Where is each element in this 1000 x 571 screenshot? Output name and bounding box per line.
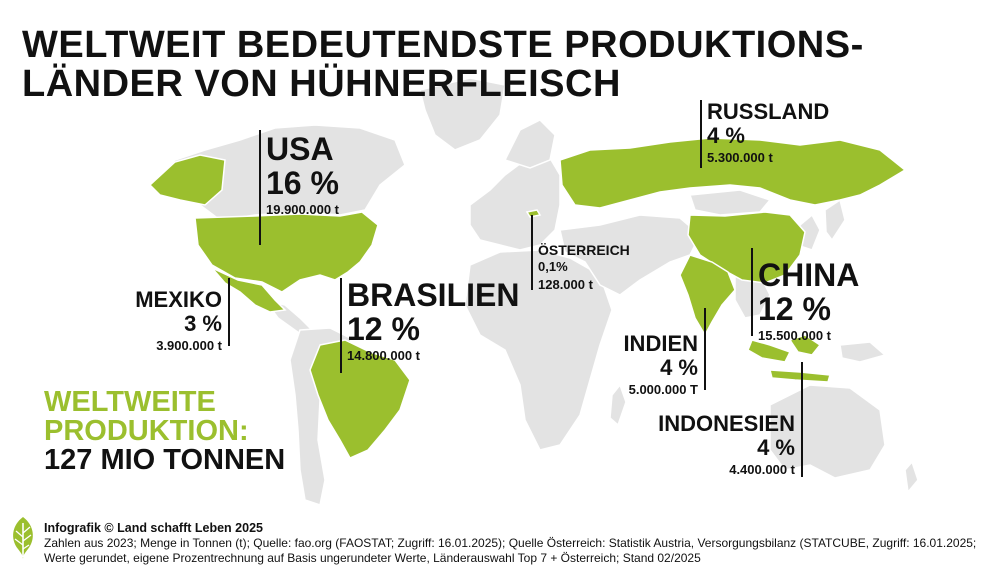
country-name: BRASILIEN bbox=[347, 277, 520, 313]
country-share: 4 % bbox=[707, 123, 745, 148]
label-mexiko: MEXIKO 3 % 3.900.000 t bbox=[110, 288, 222, 354]
world-total-line-3: 127 MIO TONNEN bbox=[44, 444, 286, 476]
country-name: CHINA bbox=[758, 257, 860, 293]
usa-shape bbox=[194, 211, 379, 293]
russia-shape bbox=[559, 137, 907, 209]
label-indien: INDIEN 4 % 5.000.000 T bbox=[590, 332, 698, 398]
country-share: 12 % bbox=[758, 291, 831, 327]
label-russland: RUSSLAND 4 % 5.300.000 t bbox=[707, 100, 829, 166]
usa-leader-line bbox=[259, 130, 261, 245]
alaska-shape bbox=[148, 154, 226, 206]
footer-credit: Infografik © Land schafft Leben 2025 bbox=[44, 521, 263, 535]
country-name: INDIEN bbox=[623, 331, 698, 356]
country-name: USA bbox=[266, 131, 334, 167]
country-tons: 19.900.000 t bbox=[266, 202, 340, 217]
world-total-line-1: WELTWEITE bbox=[44, 386, 216, 418]
brasilien-leader-line bbox=[340, 278, 342, 373]
label-oesterreich: ÖSTERREICH 0,1% 128.000 t bbox=[538, 242, 630, 293]
austria-shape bbox=[525, 209, 542, 218]
indonesia-shape bbox=[747, 339, 792, 363]
country-tons: 14.800.000 t bbox=[347, 348, 421, 363]
title-line-2: LÄNDER VON HÜHNERFLEISCH bbox=[22, 63, 621, 105]
country-name: RUSSLAND bbox=[707, 99, 830, 124]
indonesia-shape-3 bbox=[769, 369, 831, 383]
country-name: ÖSTERREICH bbox=[538, 242, 630, 258]
country-share: 12 % bbox=[347, 311, 420, 347]
country-share: 0,1% bbox=[538, 259, 568, 274]
country-name: MEXIKO bbox=[135, 287, 222, 312]
indonesia-shape-2 bbox=[788, 334, 822, 356]
label-usa: USA 16 % 19.900.000 t bbox=[266, 132, 339, 218]
label-brasilien: BRASILIEN 12 % 14.800.000 t bbox=[347, 278, 519, 364]
footer: Infografik © Land schafft Leben 2025 Zah… bbox=[44, 521, 984, 566]
brazil-shape bbox=[309, 339, 411, 459]
mexico-shape bbox=[211, 267, 287, 313]
leaf-logo-icon bbox=[13, 517, 33, 559]
country-name: INDONESIEN bbox=[658, 411, 795, 436]
indonesien-leader-line bbox=[801, 362, 803, 477]
india-shape bbox=[679, 254, 736, 337]
highlight-countries bbox=[148, 137, 907, 459]
label-indonesien: INDONESIEN 4 % 4.400.000 t bbox=[640, 412, 795, 478]
oesterreich-leader-line bbox=[531, 215, 533, 290]
footer-source-line-1: Zahlen aus 2023; Menge in Tonnen (t); Qu… bbox=[44, 536, 977, 550]
world-total: WELTWEITE PRODUKTION: 127 MIO TONNEN bbox=[44, 388, 285, 475]
country-share: 16 % bbox=[266, 165, 339, 201]
country-share: 3 % bbox=[184, 311, 222, 336]
world-total-line-2: PRODUKTION: bbox=[44, 415, 249, 447]
country-tons: 3.900.000 t bbox=[156, 338, 222, 353]
label-china: CHINA 12 % 15.500.000 t bbox=[758, 258, 859, 344]
china-leader-line bbox=[751, 248, 753, 336]
country-share: 4 % bbox=[660, 355, 698, 380]
country-tons: 4.400.000 t bbox=[729, 462, 795, 477]
indien-leader-line bbox=[704, 308, 706, 390]
country-tons: 128.000 t bbox=[538, 277, 593, 292]
footer-source-line-2: Werte gerundet, eigene Prozentrechnung a… bbox=[44, 551, 701, 565]
russland-leader-line bbox=[700, 100, 702, 168]
mexiko-leader-line bbox=[228, 278, 230, 346]
country-share: 4 % bbox=[757, 435, 795, 460]
country-tons: 5.000.000 T bbox=[628, 382, 698, 397]
country-tons: 5.300.000 t bbox=[707, 150, 773, 165]
title-line-1: WELTWEIT BEDEUTENDSTE PRODUKTIONS- bbox=[22, 24, 864, 66]
page-title: WELTWEIT BEDEUTENDSTE PRODUKTIONS- LÄNDE… bbox=[22, 26, 864, 104]
country-tons: 15.500.000 t bbox=[758, 328, 832, 343]
